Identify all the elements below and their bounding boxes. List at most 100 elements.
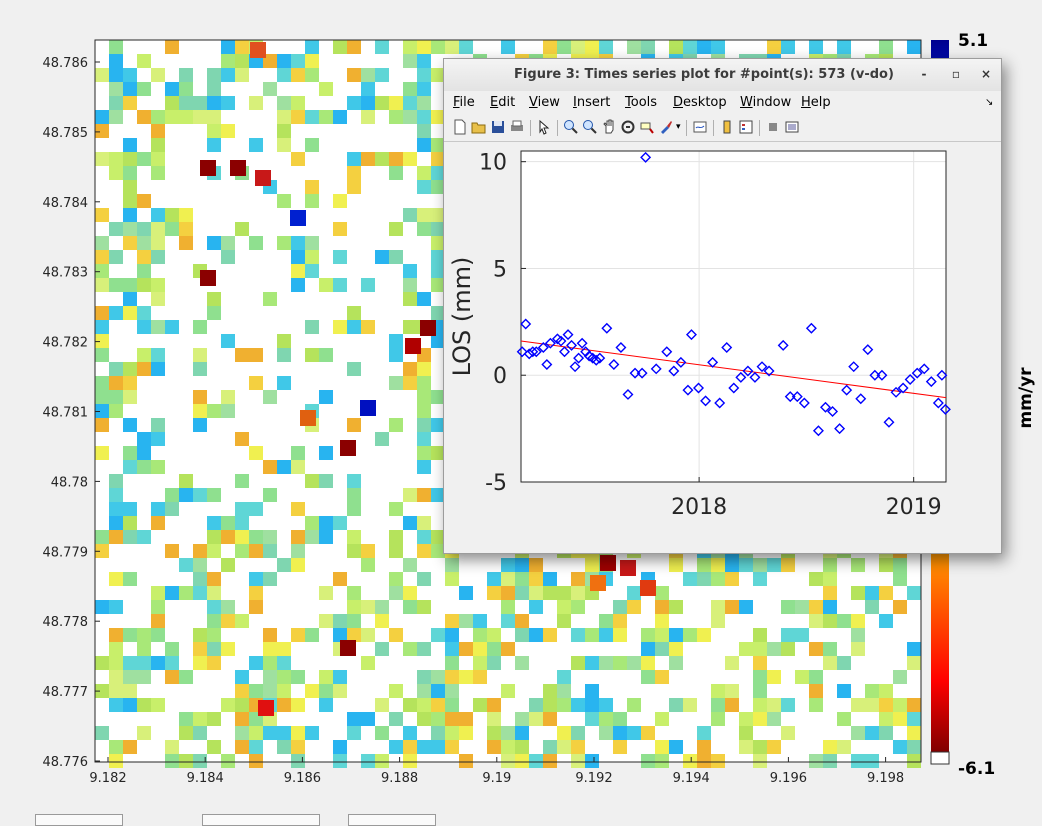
ts-data-point bbox=[685, 329, 697, 341]
zoom-out-icon[interactable] bbox=[582, 119, 598, 135]
close-button[interactable]: × bbox=[980, 67, 992, 81]
ts-data-point bbox=[527, 346, 539, 358]
map-x-tick-label: 9.186 bbox=[284, 771, 321, 786]
ts-y-axis-label: LOS (mm) bbox=[448, 257, 476, 377]
bottom-control-3[interactable] bbox=[348, 814, 436, 826]
ts-data-point bbox=[827, 406, 839, 418]
ts-data-point bbox=[883, 416, 895, 428]
minimize-button[interactable]: - bbox=[921, 67, 927, 81]
window-titlebar[interactable]: Figure 3: Times series plot for #point(s… bbox=[444, 59, 1001, 91]
ts-data-point bbox=[562, 329, 574, 341]
map-y-tick-label: 48.779 bbox=[43, 545, 89, 560]
colorbar-nan-swatch bbox=[930, 751, 950, 765]
show-plot-tools-icon[interactable] bbox=[784, 119, 800, 135]
menu-tools[interactable]: Tools bbox=[625, 95, 658, 110]
ts-y-tick-label: 10 bbox=[479, 151, 507, 176]
ts-x-tick-label: 2018 bbox=[671, 495, 727, 520]
ts-data-point bbox=[700, 395, 712, 407]
toolbar-separator bbox=[713, 120, 714, 136]
map-y-tick-label: 48.776 bbox=[43, 755, 89, 770]
ts-data-point bbox=[735, 371, 747, 383]
ts-data-point bbox=[629, 367, 641, 379]
bottom-control-2[interactable] bbox=[202, 814, 320, 826]
insert-colorbar-icon[interactable] bbox=[719, 119, 735, 135]
map-y-tick-label: 48.785 bbox=[43, 126, 89, 141]
ts-data-point bbox=[932, 397, 944, 409]
toolbar-separator bbox=[686, 120, 687, 136]
hide-plot-tools-icon[interactable] bbox=[765, 119, 781, 135]
ts-data-point bbox=[622, 388, 634, 400]
ts-data-point bbox=[939, 403, 951, 415]
ts-data-point bbox=[749, 371, 761, 383]
map-y-tick-label: 48.782 bbox=[43, 336, 89, 351]
ts-data-point bbox=[777, 339, 789, 351]
map-y-tick-label: 48.781 bbox=[43, 406, 89, 421]
menu-window[interactable]: Window bbox=[740, 95, 792, 110]
ts-data-point bbox=[820, 401, 831, 413]
menu-overflow-icon[interactable]: ↘ bbox=[985, 97, 994, 108]
ts-data-point bbox=[890, 386, 902, 398]
ts-data-point bbox=[544, 337, 556, 349]
map-x-tick-label: 9.198 bbox=[867, 771, 904, 786]
ts-data-point bbox=[530, 346, 542, 358]
ts-data-point bbox=[742, 365, 754, 377]
ts-data-point bbox=[869, 369, 881, 381]
ts-data-point bbox=[537, 341, 549, 353]
ts-data-point bbox=[615, 341, 627, 353]
ts-data-point bbox=[569, 361, 581, 373]
save-icon[interactable] bbox=[490, 119, 506, 135]
new-figure-icon[interactable] bbox=[452, 119, 468, 135]
ts-data-point bbox=[756, 361, 768, 373]
ts-data-point bbox=[693, 382, 705, 394]
menu-view[interactable]: View bbox=[529, 95, 560, 110]
ts-data-point bbox=[520, 318, 532, 330]
ts-y-tick-label: 0 bbox=[493, 364, 507, 389]
menu-help[interactable]: Help bbox=[801, 95, 831, 110]
menu-edit[interactable]: Edit bbox=[490, 95, 516, 110]
ts-data-point bbox=[911, 367, 923, 379]
map-y-tick-label: 48.778 bbox=[43, 615, 89, 630]
ts-data-point bbox=[555, 335, 567, 347]
ts-data-point bbox=[707, 356, 719, 368]
ts-data-point bbox=[636, 367, 648, 379]
map-y-tick-label: 48.78 bbox=[51, 475, 88, 490]
ts-data-point bbox=[559, 346, 570, 358]
ts-axes-background bbox=[521, 151, 946, 482]
print-icon[interactable] bbox=[509, 119, 525, 135]
ts-data-point bbox=[728, 382, 740, 394]
edit-plot-icon[interactable] bbox=[536, 119, 552, 135]
ts-data-point bbox=[848, 361, 860, 373]
ts-y-tick-label: 5 bbox=[493, 257, 507, 282]
menu-insert[interactable]: Insert bbox=[573, 95, 611, 110]
figure-3-window[interactable]: Figure 3: Times series plot for #point(s… bbox=[443, 58, 1002, 554]
bottom-control-1[interactable] bbox=[35, 814, 123, 826]
open-file-icon[interactable] bbox=[471, 119, 487, 135]
maximize-button[interactable]: ▫ bbox=[951, 67, 961, 81]
colorbar-min-label: -6.1 bbox=[958, 759, 995, 779]
pan-icon[interactable] bbox=[601, 119, 617, 135]
rotate-3d-icon[interactable] bbox=[620, 119, 636, 135]
ts-data-point bbox=[640, 151, 652, 163]
ts-trend-line bbox=[520, 340, 947, 399]
menu-desktop[interactable]: Desktop bbox=[673, 95, 727, 110]
ts-data-point bbox=[650, 363, 662, 375]
link-plot-icon[interactable] bbox=[692, 119, 708, 135]
brush-dropdown-icon[interactable]: ▾ bbox=[676, 122, 681, 132]
brush-icon[interactable] bbox=[658, 119, 674, 135]
ts-data-point bbox=[594, 352, 606, 364]
ts-data-point bbox=[661, 346, 673, 358]
menu-file[interactable]: File bbox=[453, 95, 475, 110]
zoom-in-icon[interactable] bbox=[563, 119, 579, 135]
ts-data-point bbox=[516, 346, 528, 358]
ts-axes-frame bbox=[520, 150, 947, 483]
ts-data-point bbox=[573, 352, 585, 364]
time-series-plot[interactable]: -5 0 5 10 2018 2019 LOS (mm) bbox=[444, 142, 1001, 552]
ts-data-point bbox=[682, 384, 694, 396]
data-cursor-icon[interactable] bbox=[639, 119, 655, 135]
ts-data-point bbox=[798, 397, 810, 409]
map-y-tick-label: 48.777 bbox=[43, 685, 89, 700]
ts-data-point bbox=[714, 397, 726, 409]
ts-data-point bbox=[812, 425, 824, 437]
ts-data-point bbox=[721, 341, 733, 353]
insert-legend-icon[interactable] bbox=[738, 119, 754, 135]
